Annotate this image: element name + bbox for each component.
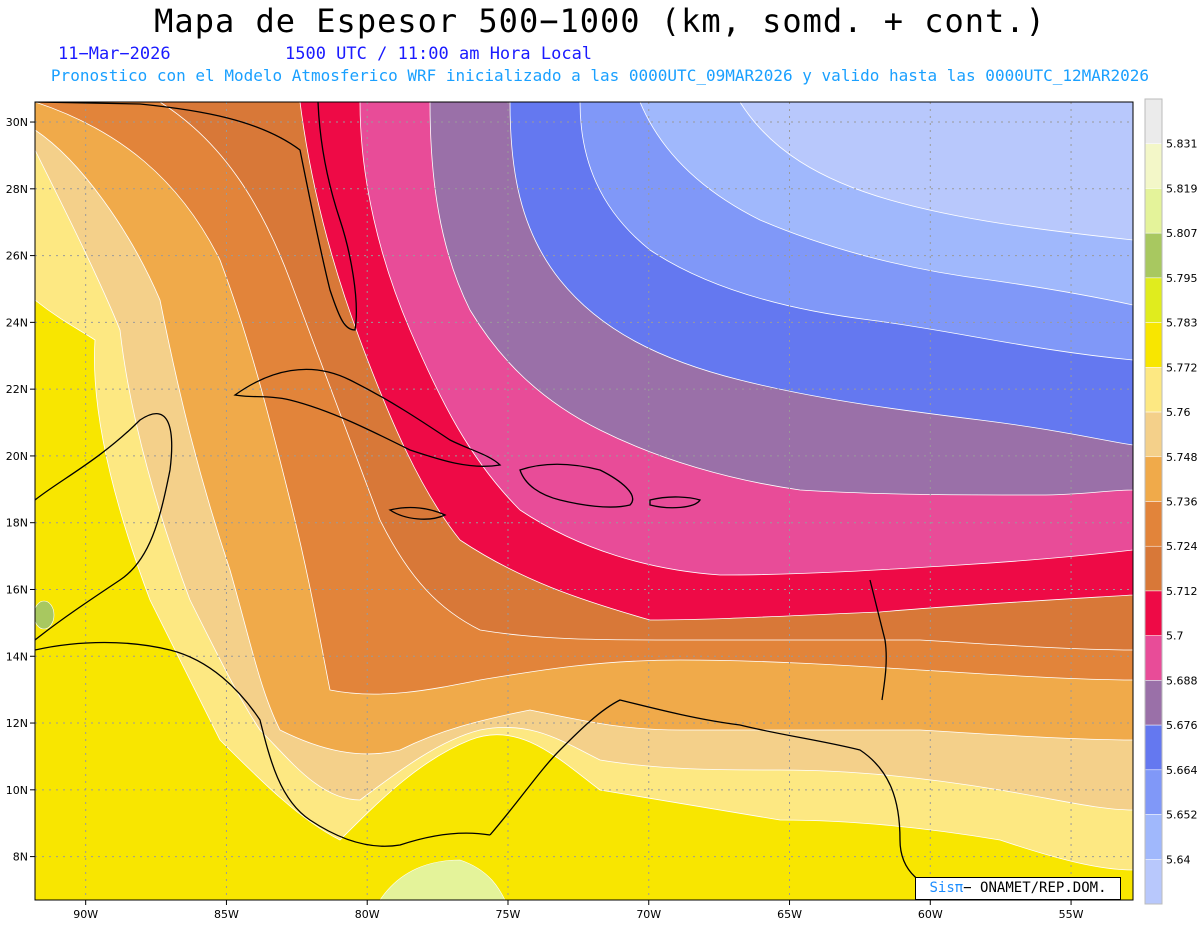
forecast-time: 1500 UTC / 11:00 am Hora Local: [285, 44, 593, 64]
coast-yucatan: [35, 413, 173, 641]
legend-level-label: 5.831: [1166, 138, 1198, 151]
legend-level-label: 5.688: [1166, 674, 1198, 687]
legend-swatch: [1144, 545, 1163, 592]
legend-swatch: [1144, 859, 1163, 905]
legend-level-label: 5.7: [1166, 630, 1184, 643]
legend-swatch: [1144, 501, 1163, 547]
color-legend: 5.831 5.819 5.807 5.795 5.783 5.772 5.76 5.748 5…: [1144, 98, 1198, 905]
coast-florida: [35, 102, 357, 331]
credit-box: Sisπ− ONAMET/REP.DOM.: [915, 877, 1121, 900]
band-warm-sw: [379, 859, 506, 900]
coast-south-america: [489, 699, 961, 896]
lon-label: 75W: [496, 908, 521, 921]
lat-label: 14N: [6, 650, 28, 663]
lat-label: 18N: [6, 517, 28, 530]
legend-swatch: [1144, 232, 1163, 279]
credit-text: − ONAMET/REP.DOM.: [963, 880, 1107, 896]
lon-label: 70W: [636, 908, 661, 921]
legend-swatch: [1144, 411, 1163, 458]
lat-label: 8N: [13, 851, 28, 864]
legend-swatch: [1144, 367, 1163, 413]
shaded-thickness-field: [35, 102, 1133, 900]
lon-label: 80W: [355, 908, 380, 921]
lat-label: 20N: [6, 450, 28, 463]
lon-label: 55W: [1059, 908, 1084, 921]
legend-level-label: 5.736: [1166, 496, 1198, 509]
legend-frame: [1144, 98, 1163, 905]
legend-swatch: [1144, 143, 1163, 189]
legend-level-label: 5.748: [1166, 451, 1198, 464]
lat-label: 12N: [6, 717, 28, 730]
lat-label: 26N: [6, 250, 28, 263]
legend-level-label: 5.795: [1166, 272, 1198, 285]
legend-swatch: [1144, 814, 1163, 860]
legend-level-label: 5.819: [1166, 182, 1198, 195]
legend-level-label: 5.676: [1166, 719, 1198, 732]
legend-level-label: 5.652: [1166, 809, 1198, 822]
lat-label: 16N: [6, 583, 28, 596]
map-frame: [34, 101, 1134, 901]
legend-level-label: 5.807: [1166, 227, 1198, 240]
legend-level-label: 5.783: [1166, 317, 1198, 330]
legend-swatch: [1144, 680, 1163, 726]
lat-lon-grid: [35, 102, 1133, 900]
coast-hispaniola: [519, 463, 634, 508]
coastlines: [35, 102, 961, 896]
legend-level-label: 5.664: [1166, 764, 1198, 777]
lon-label: 60W: [918, 908, 943, 921]
legend-swatch: [1144, 188, 1163, 234]
lon-label: 90W: [73, 908, 98, 921]
band-lowest: [739, 102, 1133, 241]
legend-swatch: [1144, 635, 1163, 681]
map-title: Mapa de Espesor 500−1000 (km, somd. + co…: [154, 2, 1046, 40]
legend-swatch: [1144, 769, 1163, 815]
legend-swatch: [1144, 456, 1163, 502]
lat-label: 24N: [6, 316, 28, 329]
legend-swatch: [1144, 724, 1163, 771]
forecast-description: Pronostico con el Modelo Atmosferico WRF…: [50, 66, 1150, 85]
sis-logo-text: Sisπ: [929, 880, 964, 896]
legend-swatch: [1144, 590, 1163, 636]
coast-jamaica: [388, 506, 447, 520]
legend-level-label: 5.712: [1166, 585, 1198, 598]
coast-central-america: [35, 641, 491, 847]
lat-label: 28N: [6, 183, 28, 196]
legend-level-label: 5.772: [1166, 361, 1198, 374]
lon-label: 65W: [777, 908, 802, 921]
legend-level-label: 5.76: [1166, 406, 1191, 419]
legend-swatch: [1144, 277, 1163, 323]
longitude-labels: 90W 85W 80W 75W 70W 65W 60W 55W: [73, 900, 1084, 921]
forecast-date: 11−Mar−2026: [58, 44, 171, 64]
band-warm-spot: [35, 600, 55, 630]
coast-puerto-rico: [649, 496, 702, 509]
coast-cuba: [233, 368, 502, 467]
legend-swatch: [1144, 322, 1163, 368]
lat-label: 10N: [6, 784, 28, 797]
lat-label: 30N: [6, 116, 28, 129]
latitude-labels: 30N 28N 26N 24N 22N 20N 18N 16N 14N 12N 10N 8N: [6, 116, 35, 864]
coast-lesser-antilles: [869, 579, 887, 701]
lat-label: 22N: [6, 383, 28, 396]
legend-swatch: [1144, 98, 1163, 144]
legend-level-label: 5.64: [1166, 853, 1191, 866]
lon-label: 85W: [214, 908, 239, 921]
legend-level-label: 5.724: [1166, 540, 1198, 553]
